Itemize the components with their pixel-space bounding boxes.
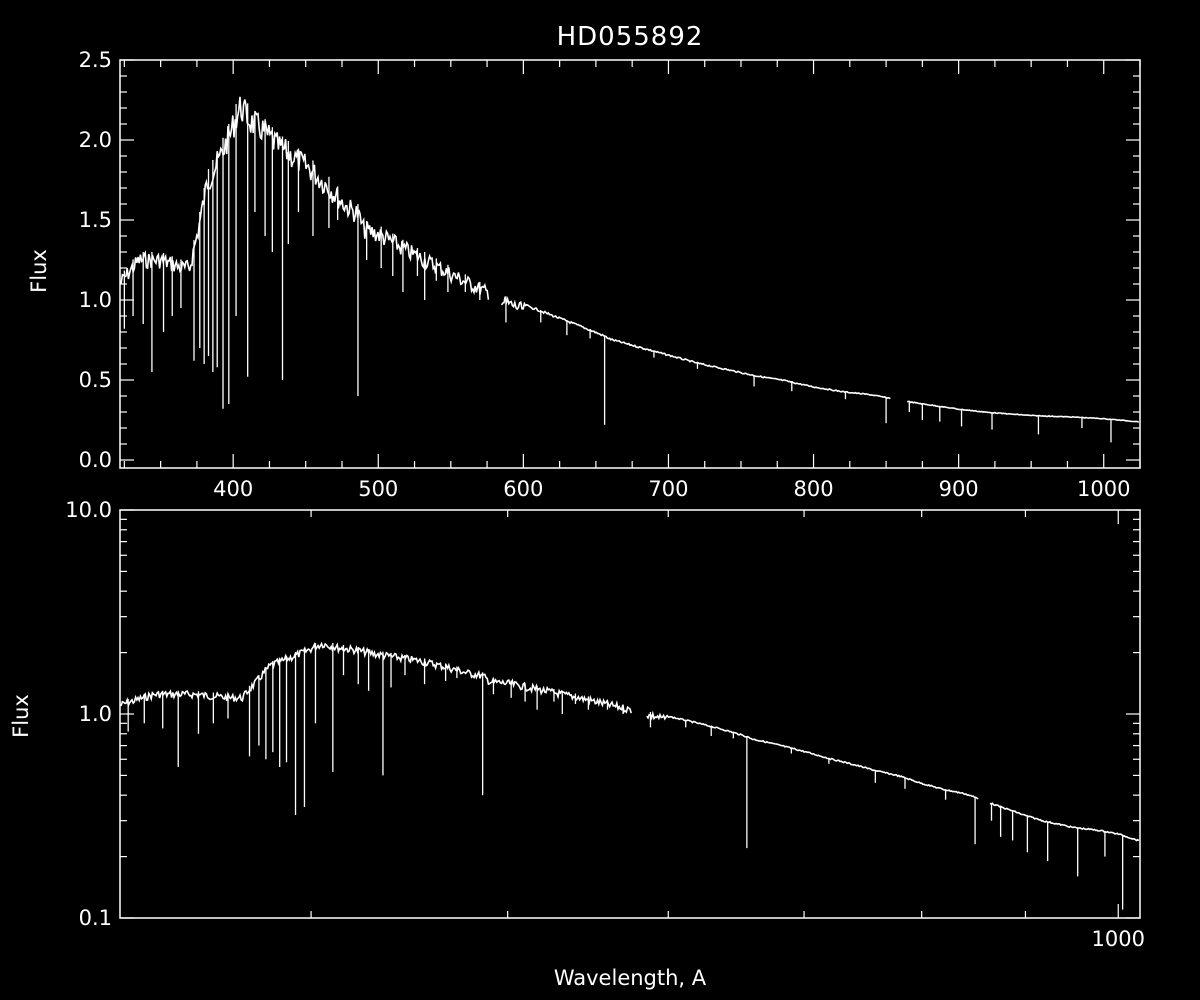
x-tick-label: 700 <box>648 477 688 501</box>
x-axis-title: Wavelength, A <box>554 966 707 990</box>
linear-flux-panel: 400 500 600 700 800 900 1000 0.0 0.5 1.0 1.5 2.0 2.… <box>27 48 1141 501</box>
log-panel-absorption-lines <box>127 643 1124 910</box>
log-panel-x-tick-labels: 1000 <box>1092 927 1145 951</box>
y-tick-label: 0.5 <box>79 368 112 392</box>
x-tick-label: 1000 <box>1077 477 1130 501</box>
y-tick-label: 2.0 <box>79 128 112 152</box>
log-panel-y-tick-labels: 0.1 1.0 10.0 <box>65 498 112 930</box>
linear-panel-x-tick-labels: 400 500 600 700 800 900 1000 <box>213 477 1130 501</box>
chart-title: HD055892 <box>557 22 704 52</box>
linear-panel-frame <box>119 59 1141 469</box>
x-tick-label: 1000 <box>1092 927 1145 951</box>
y-tick-label: 1.0 <box>79 702 112 726</box>
x-tick-label: 500 <box>358 477 398 501</box>
y-tick-label: 0.0 <box>79 448 112 472</box>
y-tick-label: 1.0 <box>79 288 112 312</box>
y-tick-label: 1.5 <box>79 208 112 232</box>
y-tick-label: 0.1 <box>79 906 112 930</box>
y-tick-label: 10.0 <box>65 498 112 522</box>
linear-panel-y-tick-labels: 0.0 0.5 1.0 1.5 2.0 2.5 <box>79 48 112 472</box>
log-flux-panel: 1000 0.1 1.0 10.0 Flux Wavelength, A <box>9 498 1145 990</box>
x-tick-label: 400 <box>213 477 253 501</box>
y-tick-label: 2.5 <box>79 48 112 72</box>
log-panel-y-axis-title: Flux <box>9 694 33 738</box>
log-panel-flux-line <box>119 641 1140 842</box>
log-panel-ticks <box>120 509 1140 919</box>
linear-panel-y-axis-title: Flux <box>27 249 51 293</box>
x-tick-label: 900 <box>939 477 979 501</box>
linear-panel-ticks <box>120 59 1141 468</box>
x-tick-label: 600 <box>503 477 543 501</box>
x-tick-label: 800 <box>793 477 833 501</box>
linear-panel-flux-line <box>119 96 1140 423</box>
